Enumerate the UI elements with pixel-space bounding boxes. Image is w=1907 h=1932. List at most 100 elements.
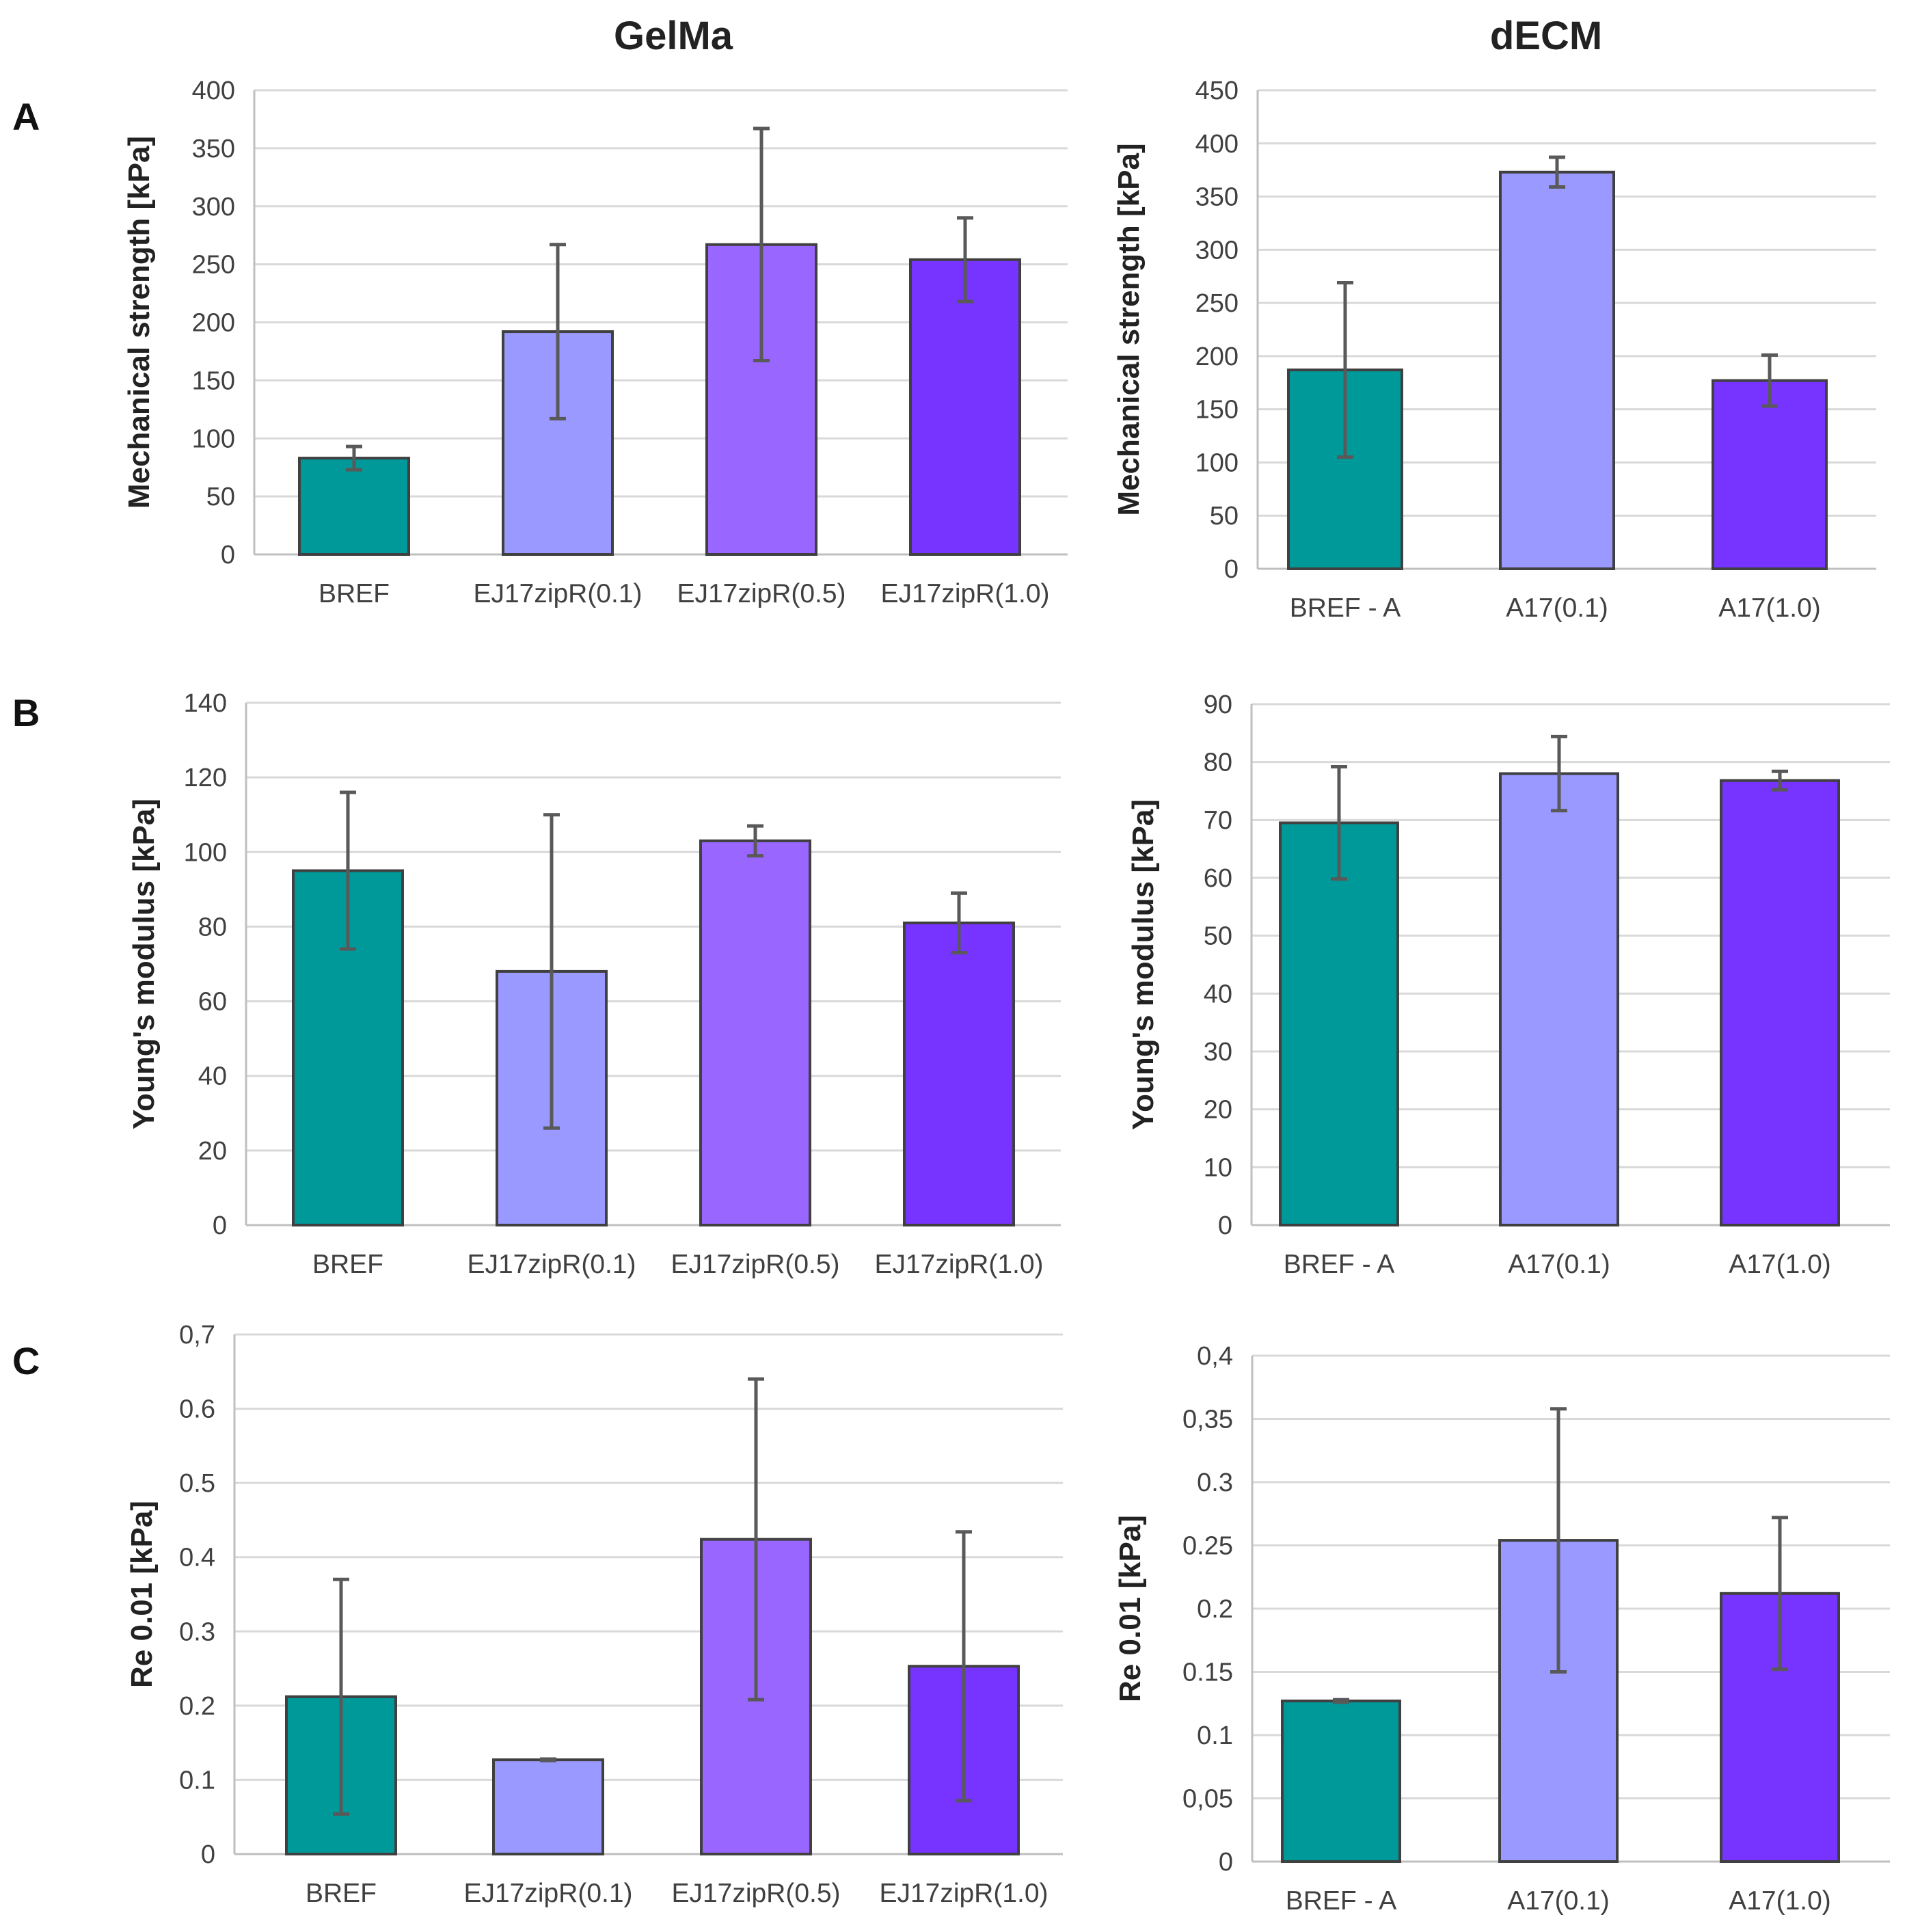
- y-tick-label: 100: [1195, 448, 1239, 477]
- y-axis-title: Re 0.01 [kPa]: [125, 1501, 159, 1688]
- bar: [492, 1758, 604, 1855]
- y-tick-label: 0: [213, 1211, 227, 1240]
- y-tick-label: 50: [206, 483, 235, 511]
- y-tick-label: 150: [192, 366, 235, 395]
- y-axis-title: Mechanical strength [kPa]: [122, 136, 156, 509]
- y-tick-label: 60: [198, 988, 227, 1017]
- y-tick-label: 0.25: [1182, 1532, 1233, 1561]
- y-tick-label: 80: [1204, 749, 1232, 777]
- chart-gelma-C: 0 0.1 0.2 0.3 0.4 0.5 0.6 0,7 Re 0.01 [kPa] BREF E…: [125, 1321, 1063, 1908]
- category-label: EJ17zipR(0.5): [671, 1250, 839, 1279]
- y-tick-label: 150: [1195, 396, 1239, 425]
- y-tick-label: 0.1: [1197, 1721, 1233, 1750]
- y-axis-title: Mechanical strength [kPa]: [1112, 143, 1146, 515]
- y-tick-label: 0: [1219, 1848, 1233, 1877]
- y-tick-label: 0.1: [179, 1766, 215, 1795]
- y-tick-label: 300: [1195, 236, 1239, 265]
- category-label: BREF - A: [1284, 1250, 1395, 1279]
- y-tick-label: 200: [192, 309, 235, 338]
- category-label: EJ17zipR(0.5): [677, 579, 846, 608]
- category-label: BREF: [312, 1250, 383, 1279]
- bar: [699, 839, 811, 1226]
- y-tick-label: 50: [1204, 922, 1232, 951]
- y-tick-label: 450: [1195, 77, 1239, 105]
- y-tick-label: 120: [184, 764, 227, 792]
- y-tick-label: 100: [192, 425, 235, 453]
- bar: [1281, 1700, 1401, 1864]
- chart-decm-B: 0 10 20 30 40 50 60 70 80 90 Young's modulus [kPa]…: [1126, 690, 1890, 1279]
- category-label: BREF - A: [1290, 593, 1401, 623]
- y-tick-label: 0.3: [179, 1618, 215, 1646]
- bar: [1712, 379, 1828, 571]
- category-label: A17(0.1): [1508, 1250, 1610, 1279]
- y-tick-label: 0,7: [179, 1321, 215, 1350]
- category-label: A17(1.0): [1718, 593, 1821, 623]
- category-label: BREF: [319, 579, 390, 608]
- chart-gelma-A: 0 50 100 150 200 250 300 350 400 Mechanical stren…: [122, 77, 1068, 608]
- y-tick-label: 70: [1204, 806, 1232, 835]
- y-tick-label: 0.3: [1197, 1468, 1233, 1497]
- category-label: EJ17zipR(0.1): [463, 1879, 632, 1908]
- category-label: A17(0.1): [1507, 1886, 1610, 1916]
- chart-decm-A: 0 50 100 150 200 250 300 350 400 450 Mechanical st…: [1112, 77, 1876, 623]
- y-tick-label: 0: [221, 541, 235, 569]
- category-label: A17(1.0): [1729, 1886, 1831, 1916]
- y-tick-label: 90: [1204, 690, 1232, 719]
- bar: [1499, 170, 1615, 570]
- row-label-b: B: [12, 691, 40, 734]
- y-tick-label: 0: [1224, 555, 1239, 584]
- bar: [1720, 779, 1840, 1226]
- y-tick-label: 0,4: [1197, 1342, 1233, 1371]
- y-tick-label: 20: [198, 1137, 227, 1166]
- y-tick-label: 250: [1195, 289, 1239, 318]
- y-tick-label: 20: [1204, 1096, 1232, 1125]
- y-tick-label: 60: [1204, 864, 1232, 893]
- category-label: BREF: [306, 1879, 377, 1908]
- y-tick-label: 0,35: [1182, 1406, 1233, 1434]
- y-tick-label: 400: [1195, 130, 1239, 159]
- category-label: EJ17zipR(0.5): [671, 1879, 840, 1908]
- category-label: A17(1.0): [1729, 1250, 1831, 1279]
- y-tick-label: 40: [1204, 980, 1232, 1008]
- category-label: A17(0.1): [1506, 593, 1608, 623]
- y-tick-label: 300: [192, 193, 235, 222]
- y-tick-label: 350: [1195, 183, 1239, 212]
- y-tick-label: 140: [184, 689, 227, 718]
- chart-decm-C: 0 0,05 0.1 0.15 0.2 0.25 0.3 0,35 0,4 Re 0.01 [kP…: [1113, 1342, 1890, 1916]
- chart-gelma-B: 0 20 40 60 80 100 120 140 Young's modulus [kPa] B…: [127, 689, 1061, 1279]
- y-tick-label: 100: [184, 838, 227, 867]
- y-tick-label: 0: [1218, 1211, 1232, 1240]
- y-tick-label: 30: [1204, 1038, 1232, 1066]
- y-tick-label: 40: [198, 1062, 227, 1091]
- y-tick-label: 250: [192, 251, 235, 280]
- y-tick-label: 0.5: [179, 1469, 215, 1498]
- column-title-gelma: GelMa: [614, 14, 733, 58]
- column-title-decm: dECM: [1490, 14, 1602, 58]
- y-tick-label: 80: [198, 913, 227, 941]
- y-tick-label: 10: [1204, 1153, 1232, 1182]
- category-label: EJ17zipR(0.1): [467, 1250, 636, 1279]
- bar: [298, 457, 410, 556]
- bar: [1499, 772, 1619, 1226]
- y-axis-title: Young's modulus [kPa]: [127, 799, 161, 1129]
- y-axis-title: Re 0.01 [kPa]: [1113, 1515, 1147, 1702]
- category-label: EJ17zipR(0.1): [473, 579, 642, 608]
- y-tick-label: 0,05: [1182, 1785, 1233, 1814]
- y-tick-label: 200: [1195, 343, 1239, 371]
- y-tick-label: 0.2: [179, 1692, 215, 1721]
- y-tick-label: 0.15: [1182, 1659, 1233, 1687]
- category-label: BREF - A: [1286, 1886, 1397, 1916]
- bar: [903, 921, 1015, 1226]
- y-tick-label: 0: [201, 1840, 215, 1869]
- category-label: EJ17zipR(1.0): [879, 1879, 1048, 1908]
- bar: [909, 258, 1021, 556]
- y-tick-label: 0.2: [1197, 1595, 1233, 1624]
- bar: [1279, 821, 1399, 1226]
- y-tick-label: 350: [192, 135, 235, 163]
- category-label: EJ17zipR(1.0): [880, 579, 1049, 608]
- row-label-a: A: [12, 95, 40, 138]
- category-label: EJ17zipR(1.0): [874, 1250, 1043, 1279]
- y-axis-title: Young's modulus [kPa]: [1126, 799, 1160, 1130]
